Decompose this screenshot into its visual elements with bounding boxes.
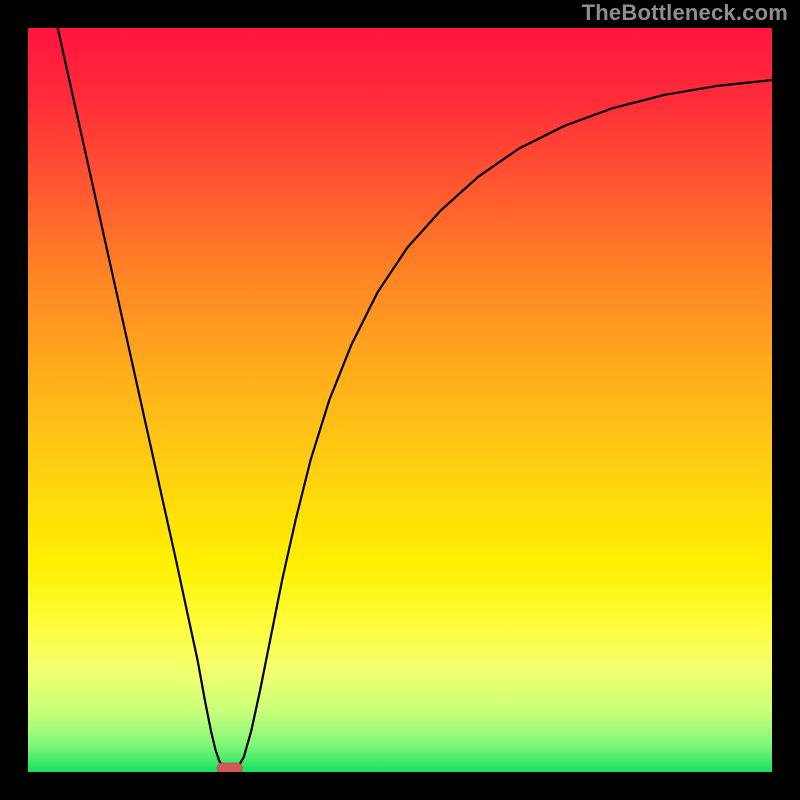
- plot-area: [28, 28, 772, 772]
- min-marker: [217, 763, 242, 772]
- watermark-text: TheBottleneck.com: [582, 0, 788, 26]
- bottleneck-curve: [58, 28, 772, 772]
- chart-frame: TheBottleneck.com: [0, 0, 800, 800]
- curve-layer: [28, 28, 772, 772]
